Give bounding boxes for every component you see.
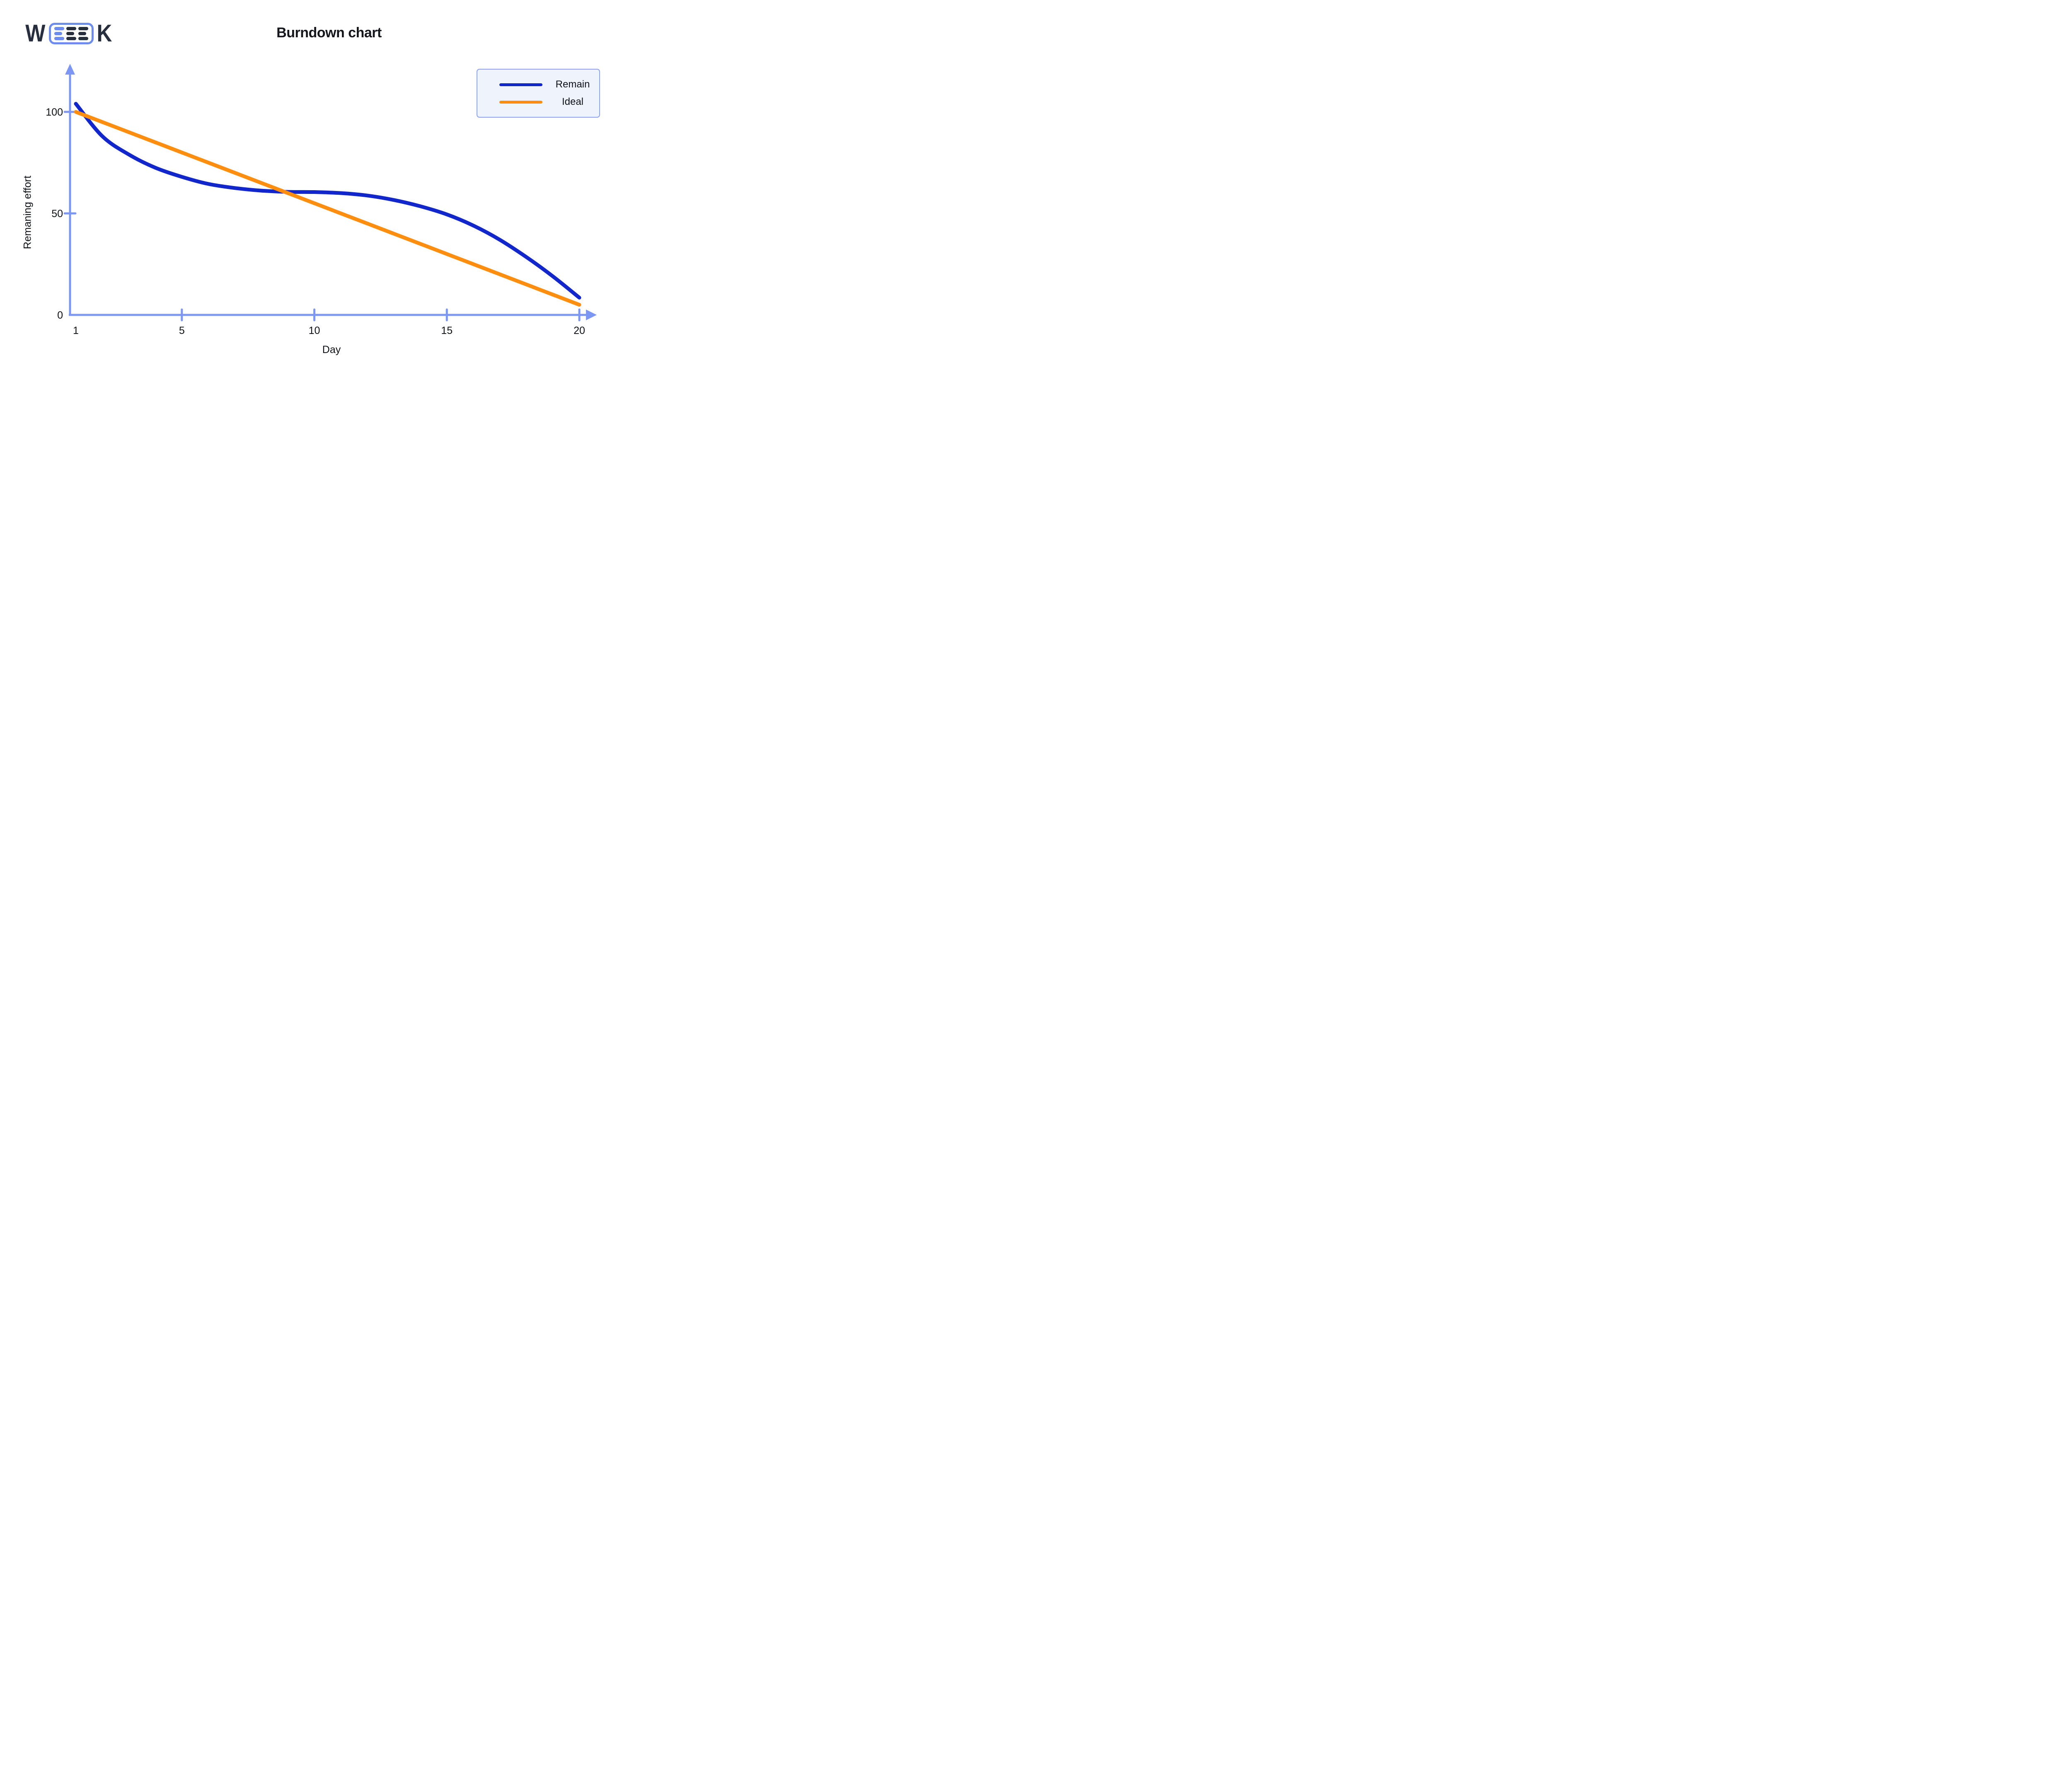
remain-line <box>74 102 581 300</box>
burndown-page: W K Burndown chart 0 50 100 1 5 10 15 20 Remani… <box>0 0 637 358</box>
legend-item-remain: Remain <box>499 79 599 90</box>
y-axis-label: Remaning effort <box>22 175 34 249</box>
logo-grid-bar <box>78 37 88 40</box>
x-tick-label: 20 <box>574 325 585 336</box>
weeek-logo: W K <box>24 20 113 47</box>
x-tick-label: 15 <box>441 325 453 336</box>
y-tick-label: 50 <box>51 208 63 220</box>
logo-grid-bar <box>66 32 74 35</box>
logo-grid-bar <box>66 37 76 40</box>
x-axis-label: Day <box>322 344 341 356</box>
x-tick-label: 1 <box>73 325 79 336</box>
y-axis-arrow-icon <box>65 64 75 75</box>
logo-grid-bar <box>54 27 64 30</box>
logo-calendar-grid-icon <box>48 23 94 44</box>
legend: Remain Ideal <box>477 69 600 118</box>
legend-label-remain: Remain <box>555 79 590 90</box>
logo-letter-k: K <box>97 20 112 47</box>
logo-grid-bar <box>54 37 64 40</box>
x-axis-arrow-icon <box>586 310 597 320</box>
ideal-line <box>74 110 581 307</box>
logo-grid-bar <box>66 27 76 30</box>
legend-item-ideal: Ideal <box>499 96 599 108</box>
logo-grid-bar <box>78 32 86 35</box>
y-tick-label: 0 <box>57 310 63 321</box>
legend-line-ideal-icon <box>499 100 542 104</box>
logo-letter-w: W <box>25 20 46 47</box>
x-tick-label: 10 <box>309 325 320 336</box>
logo-grid-bar <box>54 32 62 35</box>
legend-line-remain-icon <box>499 83 542 86</box>
legend-label-ideal: Ideal <box>562 96 584 107</box>
chart-title: Burndown chart <box>276 25 382 41</box>
x-tick-label: 5 <box>179 325 185 336</box>
y-tick-label: 100 <box>46 106 63 118</box>
logo-grid-bar <box>78 27 88 30</box>
